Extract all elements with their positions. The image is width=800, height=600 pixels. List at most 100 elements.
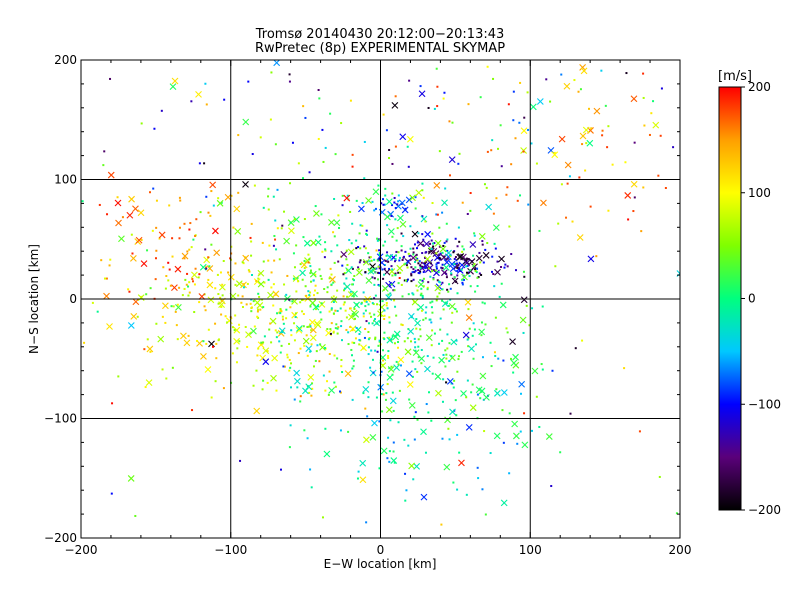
data-point [441, 251, 444, 254]
data-point-cross [563, 82, 571, 90]
data-point [431, 372, 434, 375]
data-point-cross [386, 336, 394, 344]
data-point [432, 269, 435, 272]
data-point [476, 267, 479, 270]
data-point-cross [518, 380, 526, 388]
data-point [288, 446, 291, 449]
data-point [191, 280, 194, 283]
data-point [579, 88, 582, 91]
data-point [398, 276, 401, 279]
data-point [463, 278, 466, 281]
data-point [368, 269, 371, 272]
data-point [194, 267, 197, 270]
data-point [289, 182, 292, 185]
data-point [329, 328, 332, 331]
data-point [473, 232, 476, 235]
data-point [540, 363, 543, 366]
data-point [247, 269, 250, 272]
data-point [214, 287, 217, 290]
data-point [492, 272, 495, 275]
data-point [386, 457, 389, 460]
data-point [411, 271, 414, 274]
data-point [354, 337, 357, 340]
data-point-cross [359, 476, 367, 484]
data-point [167, 261, 170, 264]
data-point [364, 271, 367, 274]
data-point [110, 492, 113, 495]
data-point-cross [323, 450, 331, 458]
data-point [403, 263, 406, 266]
data-point-cross [397, 214, 404, 222]
data-point-cross [318, 300, 326, 308]
data-point [492, 212, 495, 215]
data-point-cross [253, 299, 261, 306]
data-point-cross [305, 383, 313, 391]
data-point [320, 277, 323, 280]
data-point [149, 191, 152, 194]
data-point-cross [409, 194, 416, 202]
data-point [438, 292, 441, 295]
data-point [329, 332, 332, 335]
data-point [407, 259, 410, 262]
data-point [221, 283, 224, 286]
data-point [394, 145, 397, 148]
data-point [435, 67, 438, 70]
data-point [253, 325, 256, 328]
data-point [480, 334, 483, 337]
data-point-cross [438, 356, 445, 364]
data-point-cross [333, 219, 341, 227]
data-point [336, 357, 339, 360]
data-point [557, 222, 560, 225]
data-point-cross [212, 227, 219, 235]
data-point [538, 425, 541, 428]
data-point [424, 251, 427, 254]
data-point [315, 308, 318, 311]
data-point [203, 162, 206, 165]
data-point-cross [273, 60, 281, 67]
data-point [364, 407, 367, 410]
data-point-cross [227, 273, 235, 281]
data-point [267, 259, 270, 262]
data-point [412, 253, 415, 256]
data-point-cross [576, 234, 584, 241]
data-point-cross [433, 182, 441, 189]
data-point [261, 388, 264, 391]
data-point-cross [564, 161, 572, 169]
data-point-cross [378, 259, 386, 267]
data-point [384, 187, 387, 190]
data-point [404, 279, 407, 282]
data-point [404, 262, 407, 265]
data-point [373, 209, 376, 212]
data-point [516, 199, 519, 202]
data-point [387, 293, 390, 296]
data-point-cross [257, 280, 265, 288]
data-point [250, 310, 253, 313]
data-point [438, 253, 441, 256]
data-point [460, 350, 463, 353]
data-point [457, 355, 460, 358]
data-point [527, 128, 530, 131]
data-point-cross [385, 294, 393, 301]
data-point [367, 330, 370, 333]
data-point [359, 259, 362, 262]
data-point [394, 305, 397, 308]
data-point [432, 278, 435, 281]
data-point [395, 314, 398, 317]
data-point-cross [328, 219, 335, 226]
data-point [349, 99, 352, 102]
data-point [391, 391, 394, 394]
data-point [311, 387, 314, 390]
data-point [508, 472, 511, 475]
data-point [402, 235, 405, 238]
data-point-cross [312, 303, 320, 311]
data-point [658, 475, 661, 478]
data-point-cross [233, 205, 241, 213]
data-point [256, 354, 259, 357]
data-point [255, 279, 258, 282]
data-point-cross [253, 278, 261, 286]
data-point-cross [531, 367, 539, 375]
data-point [326, 291, 329, 294]
data-point-cross [365, 277, 373, 284]
data-point [384, 194, 387, 197]
data-point [375, 249, 378, 252]
